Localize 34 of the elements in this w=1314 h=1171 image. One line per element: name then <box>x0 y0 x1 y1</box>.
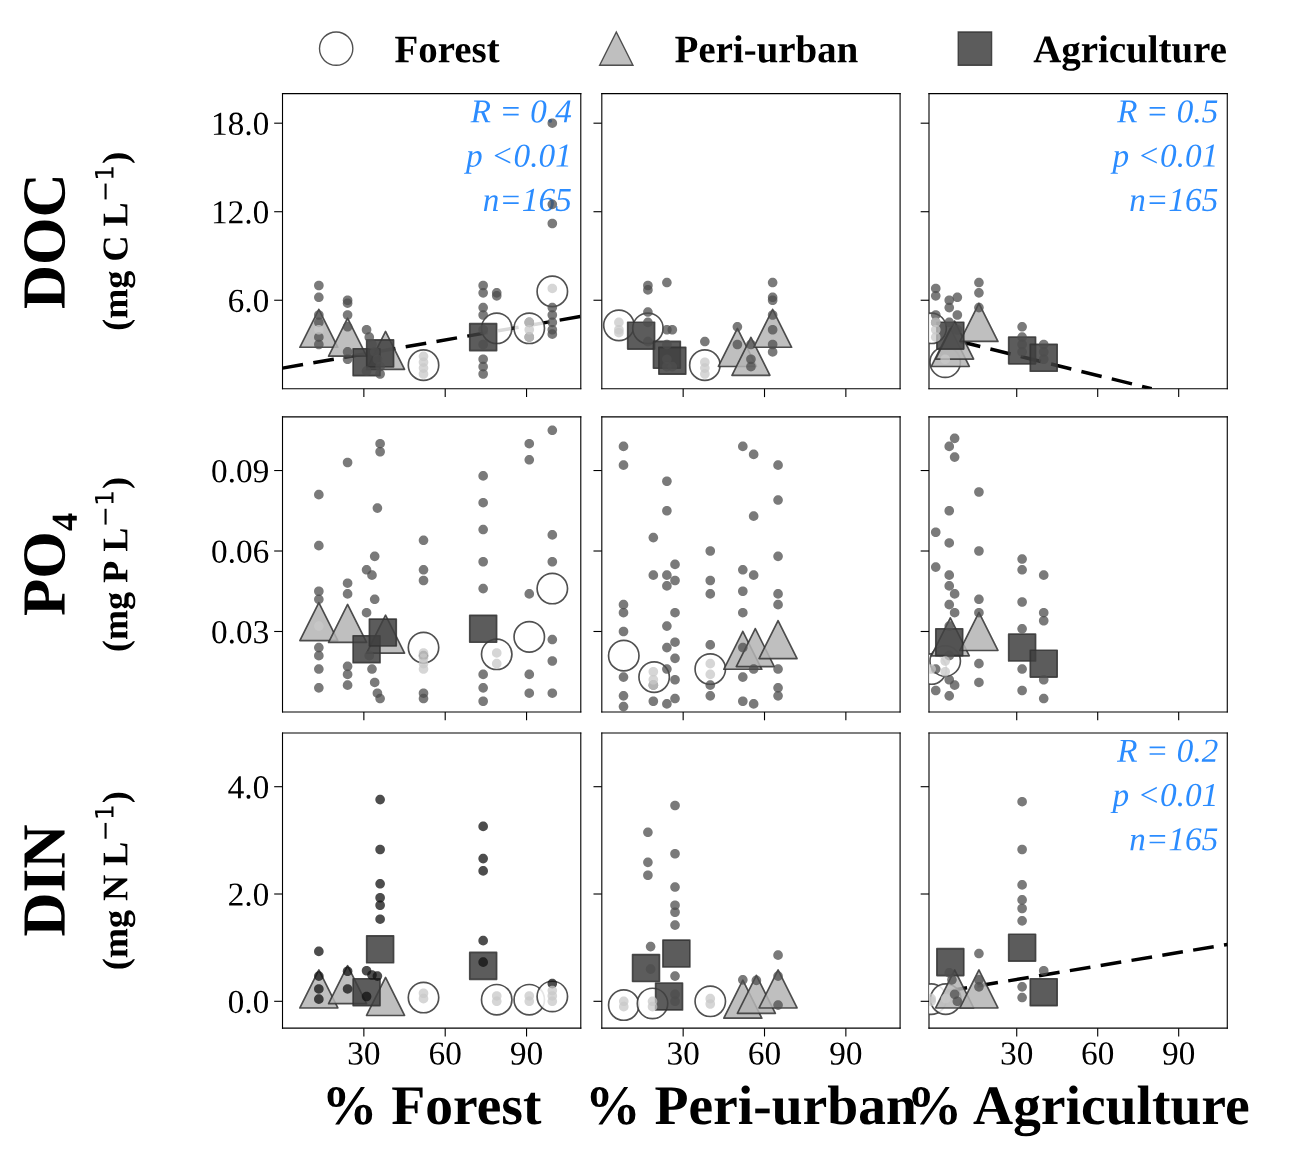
y-axis-title: PO₄ (mg P L$^{−1}$) <box>24 478 136 651</box>
annotation: n=165 <box>483 188 571 212</box>
y-tick-label: 4.0 <box>228 776 269 799</box>
y-tick-label: 0.06 <box>212 540 269 564</box>
annotation: R = 0.5 <box>1116 100 1218 123</box>
x-tick-label: 30 <box>348 1042 380 1065</box>
y-tick-label: 18.0 <box>213 112 269 136</box>
annotation: R = 0.2 <box>1116 739 1218 763</box>
legend-label: Forest <box>395 36 500 63</box>
x-tick-label: 90 <box>830 1042 862 1065</box>
y-tick-label: 2.0 <box>229 883 269 907</box>
x-tick-label: 30 <box>668 1042 699 1065</box>
annotation: p <0.01 <box>1110 783 1215 814</box>
x-tick-label: 30 <box>1001 1042 1033 1065</box>
x-tick-label: 90 <box>1163 1042 1195 1065</box>
x-axis-title: % Forest <box>327 1087 542 1125</box>
annotation: p <0.01 <box>464 144 569 174</box>
y-tick-label: 0.03 <box>212 620 269 644</box>
y-tick-label: 12.0 <box>213 201 269 224</box>
x-tick-label: 90 <box>510 1042 542 1065</box>
x-tick-label: 60 <box>429 1042 461 1065</box>
x-tick-label: 60 <box>749 1042 780 1065</box>
legend-label: Peri-urban <box>675 35 858 63</box>
annotation: R = 0.4 <box>470 100 572 123</box>
y-axis-title: DOC (mg C L$^{−1}$) <box>24 153 136 330</box>
x-tick-label: 60 <box>1082 1042 1114 1065</box>
annotation: n=165 <box>1130 188 1218 212</box>
annotation: p <0.01 <box>1110 144 1215 174</box>
legend-label: Agriculture <box>1033 35 1226 71</box>
y-tick-label: 0.0 <box>228 990 269 1014</box>
annotation: n=165 <box>1130 828 1218 851</box>
y-tick-label: 0.09 <box>212 459 268 483</box>
y-tick-label: 6.0 <box>229 289 269 313</box>
y-axis-title: DIN (mg N L$^{−1}$) <box>24 792 136 969</box>
